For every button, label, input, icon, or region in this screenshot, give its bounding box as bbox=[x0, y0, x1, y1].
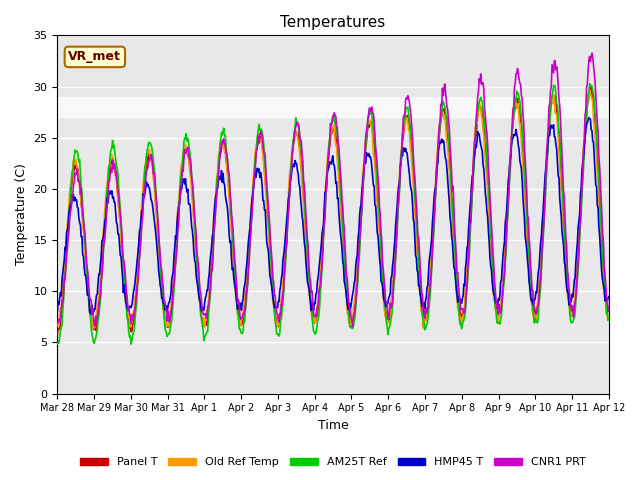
CNR1 PRT bbox=[401, 112, 409, 118]
Title: Temperatures: Temperatures bbox=[280, 15, 386, 30]
Old Ref Temp bbox=[401, 118, 409, 124]
Panel T bbox=[605, 309, 612, 314]
Old Ref Temp bbox=[586, 87, 593, 93]
CNR1 PRT bbox=[349, 324, 356, 330]
Old Ref Temp bbox=[121, 287, 129, 292]
Y-axis label: Temperature (C): Temperature (C) bbox=[15, 164, 28, 265]
HMP45 T bbox=[605, 294, 612, 300]
CNR1 PRT bbox=[417, 279, 425, 285]
Old Ref Temp bbox=[417, 308, 425, 313]
HMP45 T bbox=[87, 312, 95, 317]
AM25T Ref bbox=[120, 269, 128, 275]
Line: AM25T Ref: AM25T Ref bbox=[58, 84, 609, 344]
Panel T bbox=[400, 127, 408, 132]
HMP45 T bbox=[401, 149, 409, 155]
Old Ref Temp bbox=[206, 276, 214, 281]
HMP45 T bbox=[585, 115, 593, 120]
Legend: Panel T, Old Ref Temp, AM25T Ref, HMP45 T, CNR1 PRT: Panel T, Old Ref Temp, AM25T Ref, HMP45 … bbox=[76, 453, 591, 472]
HMP45 T bbox=[63, 227, 71, 233]
CNR1 PRT bbox=[605, 304, 612, 310]
HMP45 T bbox=[417, 295, 425, 301]
HMP45 T bbox=[121, 290, 129, 296]
CNR1 PRT bbox=[120, 259, 128, 264]
AM25T Ref bbox=[605, 316, 612, 322]
Old Ref Temp bbox=[605, 313, 612, 319]
AM25T Ref bbox=[127, 341, 135, 347]
Line: HMP45 T: HMP45 T bbox=[58, 118, 609, 314]
AM25T Ref bbox=[417, 296, 425, 301]
Old Ref Temp bbox=[90, 325, 97, 331]
AM25T Ref bbox=[401, 116, 409, 121]
HMP45 T bbox=[177, 183, 185, 189]
CNR1 PRT bbox=[205, 298, 213, 304]
AM25T Ref bbox=[177, 175, 185, 180]
AM25T Ref bbox=[586, 81, 593, 87]
Panel T bbox=[63, 237, 71, 242]
Panel T bbox=[120, 278, 128, 284]
Panel T bbox=[416, 281, 424, 287]
Line: Old Ref Temp: Old Ref Temp bbox=[58, 90, 609, 328]
AM25T Ref bbox=[54, 341, 61, 347]
CNR1 PRT bbox=[54, 321, 61, 326]
Bar bbox=[58, 97, 609, 117]
Line: Panel T: Panel T bbox=[58, 87, 609, 335]
CNR1 PRT bbox=[63, 246, 71, 252]
Old Ref Temp bbox=[63, 221, 71, 227]
X-axis label: Time: Time bbox=[317, 419, 349, 432]
Panel T bbox=[587, 84, 595, 90]
HMP45 T bbox=[54, 308, 61, 314]
CNR1 PRT bbox=[588, 50, 596, 56]
Panel T bbox=[176, 190, 184, 195]
HMP45 T bbox=[206, 259, 214, 264]
Panel T bbox=[205, 296, 213, 301]
Old Ref Temp bbox=[54, 323, 61, 328]
Line: CNR1 PRT: CNR1 PRT bbox=[58, 53, 609, 327]
Text: VR_met: VR_met bbox=[68, 50, 122, 63]
AM25T Ref bbox=[206, 294, 214, 300]
CNR1 PRT bbox=[176, 193, 184, 199]
Old Ref Temp bbox=[177, 167, 185, 173]
AM25T Ref bbox=[63, 234, 71, 240]
Panel T bbox=[54, 332, 61, 337]
